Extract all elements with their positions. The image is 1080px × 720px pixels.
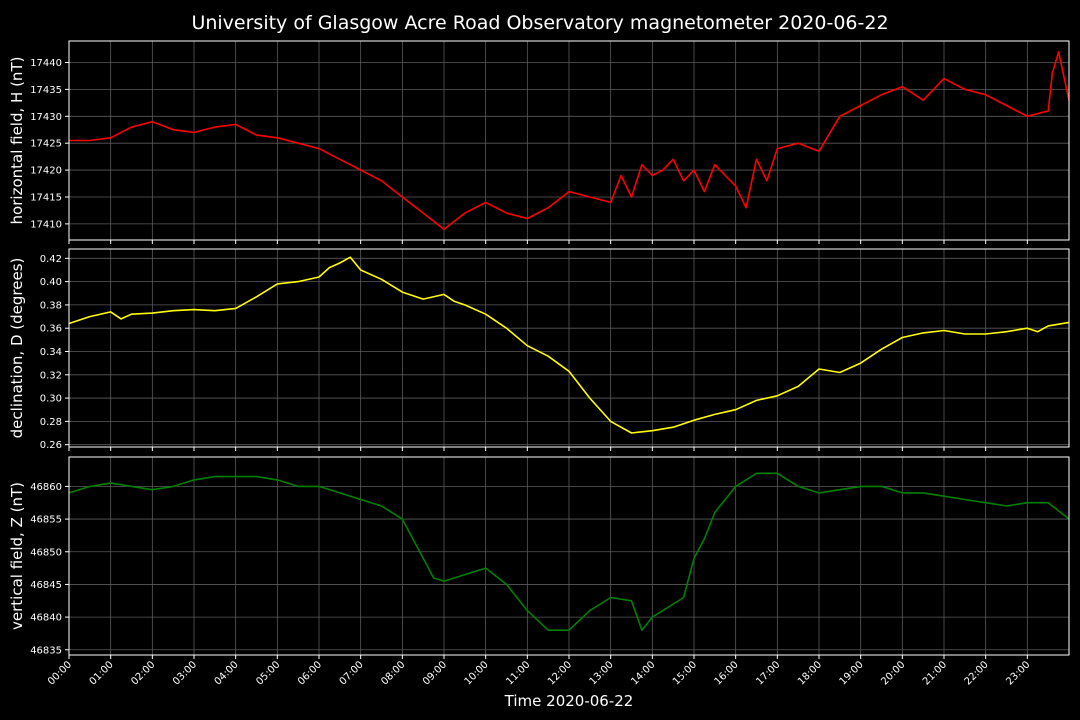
series-line	[68, 472, 1070, 631]
x-tick-label: 12:00	[546, 659, 574, 687]
y-tick-label: 46845	[30, 580, 62, 591]
y-tick-label: 0.40	[40, 277, 62, 288]
x-tick-label: 05:00	[254, 659, 282, 687]
x-tick-label: 10:00	[463, 659, 491, 687]
x-tick-label: 06:00	[296, 659, 324, 687]
y-tick-label: 46855	[30, 515, 62, 526]
panel-1: 17410 17415 17420 17425 17430 17435 17440 horiz…	[8, 40, 1070, 244]
x-axis-label: Time 2020-06-22	[504, 692, 634, 710]
y-tick-label: 46860	[30, 482, 62, 493]
y-axis-label: vertical field, Z (nT)	[8, 482, 26, 630]
y-tick-label: 46850	[30, 547, 62, 558]
x-tick-label: 07:00	[338, 659, 366, 687]
y-tick-label: 17430	[30, 112, 62, 123]
x-tick-label: 21:00	[921, 659, 949, 687]
y-tick-label: 17420	[30, 166, 62, 177]
x-tick-label: 03:00	[171, 659, 199, 687]
series-line	[69, 51, 1070, 230]
panel-2: 0.26 0.28 0.30 0.32 0.34 0.36 0.38 0.40 0.42 decl…	[8, 248, 1070, 451]
y-tick-label: 17425	[30, 139, 62, 150]
y-axis-label: horizontal field, H (nT)	[8, 57, 26, 225]
y-axis-label: declination, D (degrees)	[8, 258, 26, 439]
chart-title: University of Glasgow Acre Road Observat…	[191, 12, 888, 34]
x-tick-label: 08:00	[379, 659, 407, 687]
y-tick-label: 0.32	[40, 370, 62, 381]
y-tick-label: 17410	[30, 219, 62, 230]
axes-frame	[68, 40, 1070, 241]
y-tick-label: 17435	[30, 85, 62, 96]
x-tick-label: 02:00	[129, 659, 157, 687]
y-tick-label: 0.38	[40, 300, 62, 311]
x-tick-label: 22:00	[963, 659, 991, 687]
x-tick-label: 18:00	[796, 659, 824, 687]
x-tick-label: 14:00	[629, 659, 657, 687]
x-tick-label: 20:00	[879, 659, 907, 687]
y-tick-label: 46840	[30, 613, 62, 624]
series-line	[68, 256, 1070, 434]
x-tick-label: 00:00	[46, 659, 74, 687]
y-tick-label: 46835	[30, 645, 62, 656]
x-tick-label: 19:00	[838, 659, 866, 687]
x-tick-label: 13:00	[588, 659, 616, 687]
y-tick-label: 0.42	[40, 254, 62, 265]
axes-frame	[68, 456, 1070, 656]
y-tick-label: 0.34	[40, 347, 62, 358]
x-tick-label: 09:00	[421, 659, 449, 687]
y-tick-label: 0.28	[40, 417, 62, 428]
y-tick-label: 0.36	[40, 324, 62, 335]
axes-frame	[68, 248, 1070, 448]
x-tick-label: 17:00	[754, 659, 782, 687]
y-tick-label: 0.26	[40, 440, 62, 451]
panel-3: 46835 46840 46845 46850 46855 46860 vertical f…	[8, 456, 1070, 688]
y-tick-label: 17415	[30, 192, 62, 203]
x-tick-label: 11:00	[504, 659, 532, 687]
x-tick-label: 04:00	[213, 659, 241, 687]
y-tick-label: 17440	[30, 58, 62, 69]
x-tick-label: 16:00	[713, 659, 741, 687]
x-tick-label: 15:00	[671, 659, 699, 687]
x-tick-label: 01:00	[88, 659, 116, 687]
chart-panels: 17410 17415 17420 17425 17430 17435 17440 horiz…	[8, 40, 1070, 688]
y-tick-label: 0.30	[40, 394, 62, 405]
x-tick-label: 23:00	[1004, 659, 1032, 687]
